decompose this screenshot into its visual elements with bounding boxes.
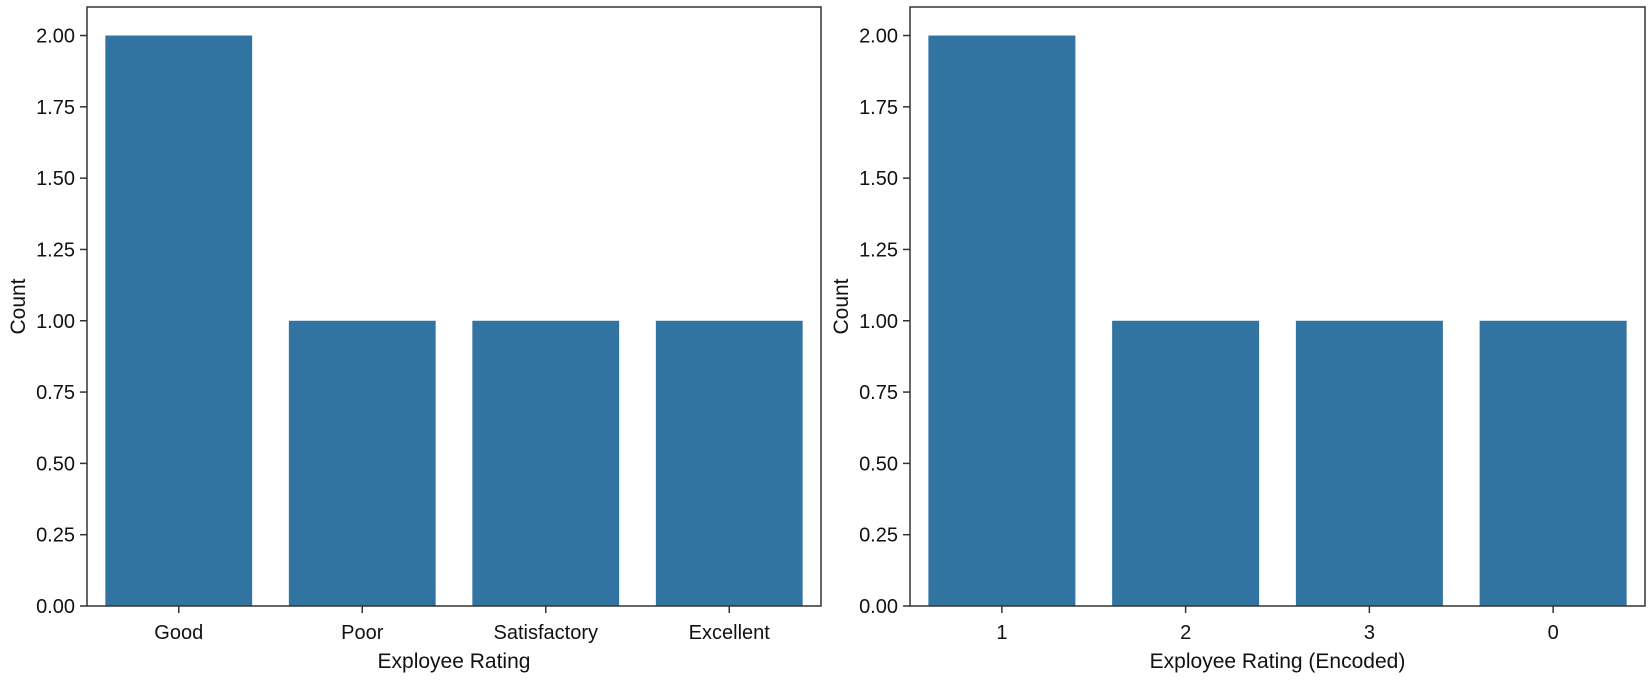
y-tick-label: 0.00 <box>36 596 75 618</box>
y-tick-label: 1.00 <box>36 311 75 333</box>
bar-satisfactory <box>472 320 620 606</box>
y-tick-label: 0.50 <box>36 453 75 475</box>
x-tick-label: Good <box>154 622 203 644</box>
plot-frame <box>909 6 1646 607</box>
y-tick-label: 2.00 <box>36 26 75 48</box>
y-tick-label: 2.00 <box>859 26 898 48</box>
y-tick-label: 0.00 <box>859 596 898 618</box>
plot-frame <box>86 6 822 607</box>
bar-1 <box>928 35 1076 607</box>
y-tick-label: 1.50 <box>859 168 898 190</box>
y-axis-label: Count <box>830 278 853 334</box>
y-tick-label: 1.75 <box>859 97 898 119</box>
x-axis-label: Exployee Rating (Encoded) <box>1150 650 1406 673</box>
y-tick-label: 0.75 <box>36 382 75 404</box>
y-tick-label: 1.75 <box>36 97 75 119</box>
y-tick-label: 1.25 <box>859 239 898 261</box>
x-tick-label: Poor <box>341 622 384 644</box>
chart-panel-2: 0.00 0.25 0.50 0.75 1.00 1.25 1.50 1.75 2.00 1 2 3 0… <box>830 6 1646 673</box>
x-tick-label: Satisfactory <box>494 622 598 644</box>
bar-0 <box>1479 320 1627 606</box>
x-tick-label: Excellent <box>689 622 771 644</box>
y-tick-label: 0.75 <box>859 382 898 404</box>
bar-2 <box>1112 320 1260 606</box>
x-tick-label: 3 <box>1364 622 1375 644</box>
y-tick-label: 1.50 <box>36 168 75 190</box>
bar-3 <box>1295 320 1443 606</box>
y-tick-label: 0.25 <box>859 525 898 547</box>
y-axis-label: Count <box>7 278 30 334</box>
y-tick-label: 1.25 <box>36 239 75 261</box>
y-tick-label: 0.50 <box>859 453 898 475</box>
x-tick-label: 1 <box>996 622 1007 644</box>
bar-poor <box>288 320 436 606</box>
chart-panel-1: 0.00 0.25 0.50 0.75 1.00 1.25 1.50 1.75 2.00 Good… <box>7 6 822 673</box>
y-tick-label: 1.00 <box>859 311 898 333</box>
bar-good <box>105 35 253 607</box>
x-axis-label: Exployee Rating <box>378 650 531 673</box>
x-tick-label: 0 <box>1548 622 1559 644</box>
y-tick-label: 0.25 <box>36 525 75 547</box>
x-tick-label: 2 <box>1180 622 1191 644</box>
bar-excellent <box>655 320 803 606</box>
